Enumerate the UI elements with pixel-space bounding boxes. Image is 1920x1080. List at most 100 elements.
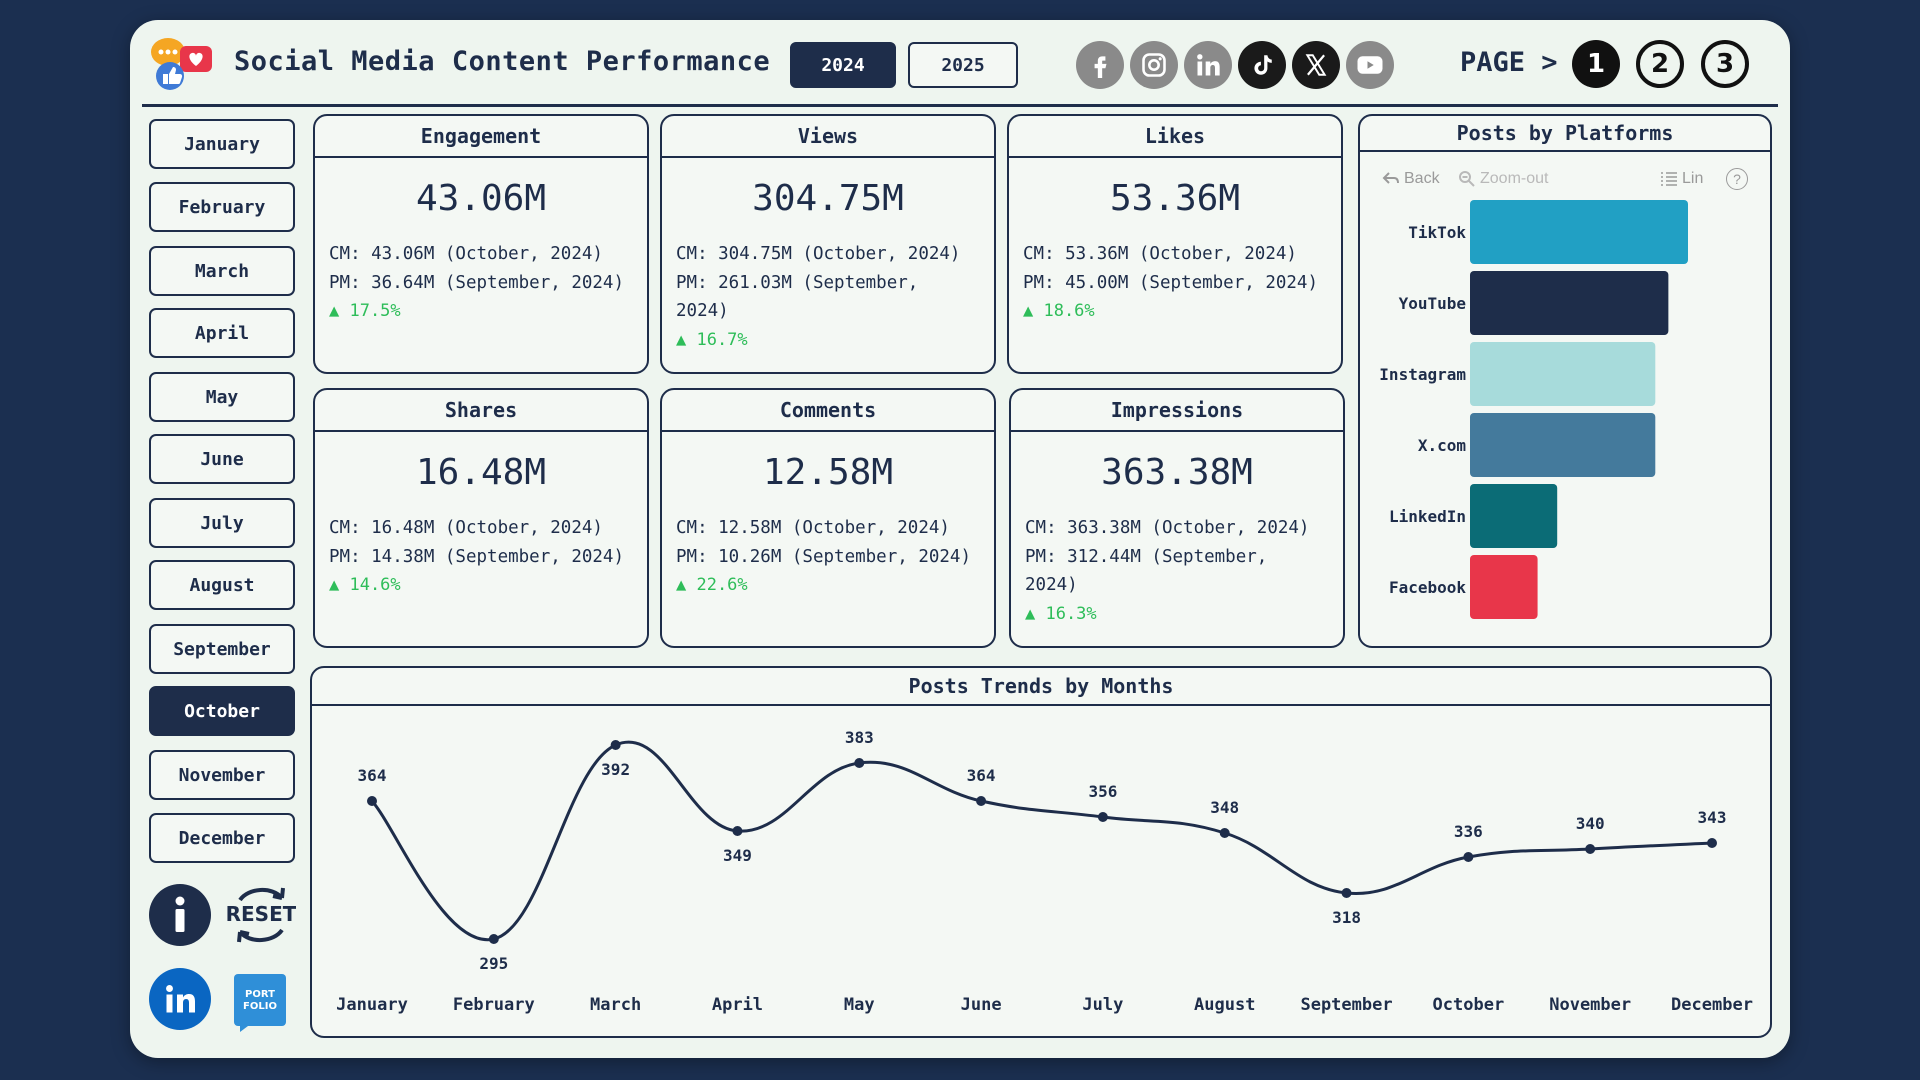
portfolio-button[interactable]: PORT FOLIO: [232, 972, 288, 1032]
page-label: PAGE >: [1460, 47, 1558, 78]
platform-label: LinkedIn: [1389, 507, 1466, 526]
trend-point-september[interactable]: [1341, 888, 1352, 898]
engagement-card-current-month: CM: 43.06M (October, 2024): [329, 244, 603, 264]
month-button-november[interactable]: November: [149, 750, 295, 800]
trend-point-august[interactable]: [1219, 828, 1230, 838]
platform-bar-facebook[interactable]: [1470, 555, 1538, 619]
comments-card-current-month: CM: 12.58M (October, 2024): [676, 518, 950, 538]
trend-point-july[interactable]: [1097, 812, 1108, 822]
impressions-card-value: 363.38M: [1101, 452, 1253, 493]
views-card: Views 304.75M CM: 304.75M (October, 2024) P…: [660, 114, 996, 374]
page-3-button[interactable]: 3: [1701, 40, 1749, 88]
trend-point-april[interactable]: [732, 826, 743, 836]
trend-point-november[interactable]: [1585, 844, 1596, 854]
platform-bar-instagram[interactable]: [1470, 342, 1656, 406]
trend-value-label: 364: [967, 766, 996, 785]
impressions-card-title: Impressions: [1011, 390, 1343, 432]
views-card-details: CM: 304.75M (October, 2024) PM: 261.03M (…: [662, 240, 994, 354]
platform-bar-xcom[interactable]: [1470, 413, 1656, 477]
trend-month-label: July: [1082, 995, 1123, 1015]
engagement-card: Engagement 43.06M CM: 43.06M (October, 202…: [313, 114, 649, 374]
shares-card: Shares 16.48M CM: 16.48M (October, 2024) PM…: [313, 388, 649, 648]
views-card-previous-month: PM: 261.03M (September, 2024): [676, 272, 919, 322]
trend-value-label: 336: [1454, 822, 1483, 841]
trend-point-may[interactable]: [854, 758, 865, 768]
platform-bar-linkedin[interactable]: [1470, 484, 1558, 548]
trend-month-label: September: [1300, 995, 1392, 1015]
month-button-may[interactable]: May: [149, 372, 295, 422]
posts-trends-panel: Posts Trends by Months 364 January 295 Febr…: [310, 666, 1772, 1038]
trend-point-june[interactable]: [976, 796, 987, 806]
engagement-card-title: Engagement: [315, 116, 647, 158]
youtube-icon[interactable]: [1346, 41, 1394, 89]
trend-month-label: October: [1433, 995, 1505, 1015]
svg-text:PORT: PORT: [245, 989, 275, 1000]
chart-help-button[interactable]: ?: [1726, 168, 1748, 190]
year-button-2024[interactable]: 2024: [790, 42, 896, 88]
comments-card-value: 12.58M: [762, 452, 894, 493]
platforms-panel-title: Posts by Platforms: [1360, 116, 1770, 152]
month-button-august[interactable]: August: [149, 560, 295, 610]
info-button[interactable]: [149, 884, 211, 946]
month-button-april[interactable]: April: [149, 308, 295, 358]
instagram-icon[interactable]: [1130, 41, 1178, 89]
platform-bar-tiktok[interactable]: [1470, 200, 1688, 264]
month-button-july[interactable]: July: [149, 498, 295, 548]
posts-trend-line: [370, 740, 1713, 942]
trend-point-december[interactable]: [1707, 838, 1717, 848]
shares-card-title: Shares: [315, 390, 647, 432]
linkedin-icon[interactable]: [1184, 41, 1232, 89]
trend-month-label: March: [590, 995, 641, 1015]
trend-point-march[interactable]: [610, 740, 621, 750]
trend-month-label: May: [844, 995, 875, 1015]
platform-label: X.com: [1418, 436, 1467, 455]
x-icon[interactable]: [1292, 41, 1340, 89]
chart-zoom-out-button[interactable]: Zoom-out: [1458, 170, 1548, 188]
month-button-october[interactable]: October: [149, 686, 295, 736]
page-1-button[interactable]: 1: [1572, 40, 1620, 88]
impressions-card: Impressions 363.38M CM: 363.38M (October, …: [1009, 388, 1345, 648]
chart-back-label: Back: [1404, 170, 1440, 187]
trend-month-label: December: [1671, 995, 1753, 1015]
views-card-current-month: CM: 304.75M (October, 2024): [676, 244, 961, 264]
platform-label: YouTube: [1399, 294, 1466, 313]
posts-trends-chart: 364 January 295 February 392 March 349 April 383…: [336, 728, 1753, 1015]
month-button-june[interactable]: June: [149, 434, 295, 484]
page-2-button[interactable]: 2: [1636, 40, 1684, 88]
reset-button[interactable]: RESET: [226, 882, 297, 948]
month-button-december[interactable]: December: [149, 813, 295, 863]
trend-value-label: 392: [601, 760, 630, 779]
likes-card-current-month: CM: 53.36M (October, 2024): [1023, 244, 1297, 264]
platform-label: Facebook: [1389, 578, 1466, 597]
trend-value-label: 318: [1332, 908, 1361, 927]
month-button-february[interactable]: February: [149, 182, 295, 232]
platform-bar-youtube[interactable]: [1470, 271, 1669, 335]
trend-point-january[interactable]: [367, 796, 377, 806]
trend-value-label: 383: [845, 728, 874, 747]
chart-back-button[interactable]: Back: [1382, 170, 1440, 188]
tiktok-icon[interactable]: [1238, 41, 1286, 89]
month-button-september[interactable]: September: [149, 624, 295, 674]
month-button-march[interactable]: March: [149, 246, 295, 296]
app-title: Social Media Content Performance: [234, 46, 771, 77]
svg-text:FOLIO: FOLIO: [243, 1001, 277, 1012]
shares-card-delta: ▲ 14.6%: [329, 575, 401, 595]
linkedin-profile-button[interactable]: [149, 968, 211, 1030]
year-button-2025[interactable]: 2025: [908, 42, 1018, 88]
engagement-card-details: CM: 43.06M (October, 2024) PM: 36.64M (Se…: [315, 240, 647, 325]
views-card-value: 304.75M: [752, 178, 904, 219]
facebook-icon[interactable]: [1076, 41, 1124, 89]
trend-value-label: 348: [1210, 798, 1239, 817]
chart-lin-button[interactable]: Lin: [1660, 170, 1703, 188]
header: Social Media Content Performance 2024 20…: [130, 20, 1790, 106]
chart-zoom-out-label: Zoom-out: [1480, 170, 1549, 187]
trend-point-october[interactable]: [1463, 852, 1474, 862]
likes-card-title: Likes: [1009, 116, 1341, 158]
month-button-january[interactable]: January: [149, 119, 295, 169]
comments-card: Comments 12.58M CM: 12.58M (October, 2024)…: [660, 388, 996, 648]
info-icon: [175, 896, 185, 932]
reset-icon: RESET: [226, 887, 297, 943]
svg-text:RESET: RESET: [226, 902, 296, 926]
trend-point-february[interactable]: [488, 934, 499, 944]
linkedin-profile-icon: [166, 985, 195, 1013]
